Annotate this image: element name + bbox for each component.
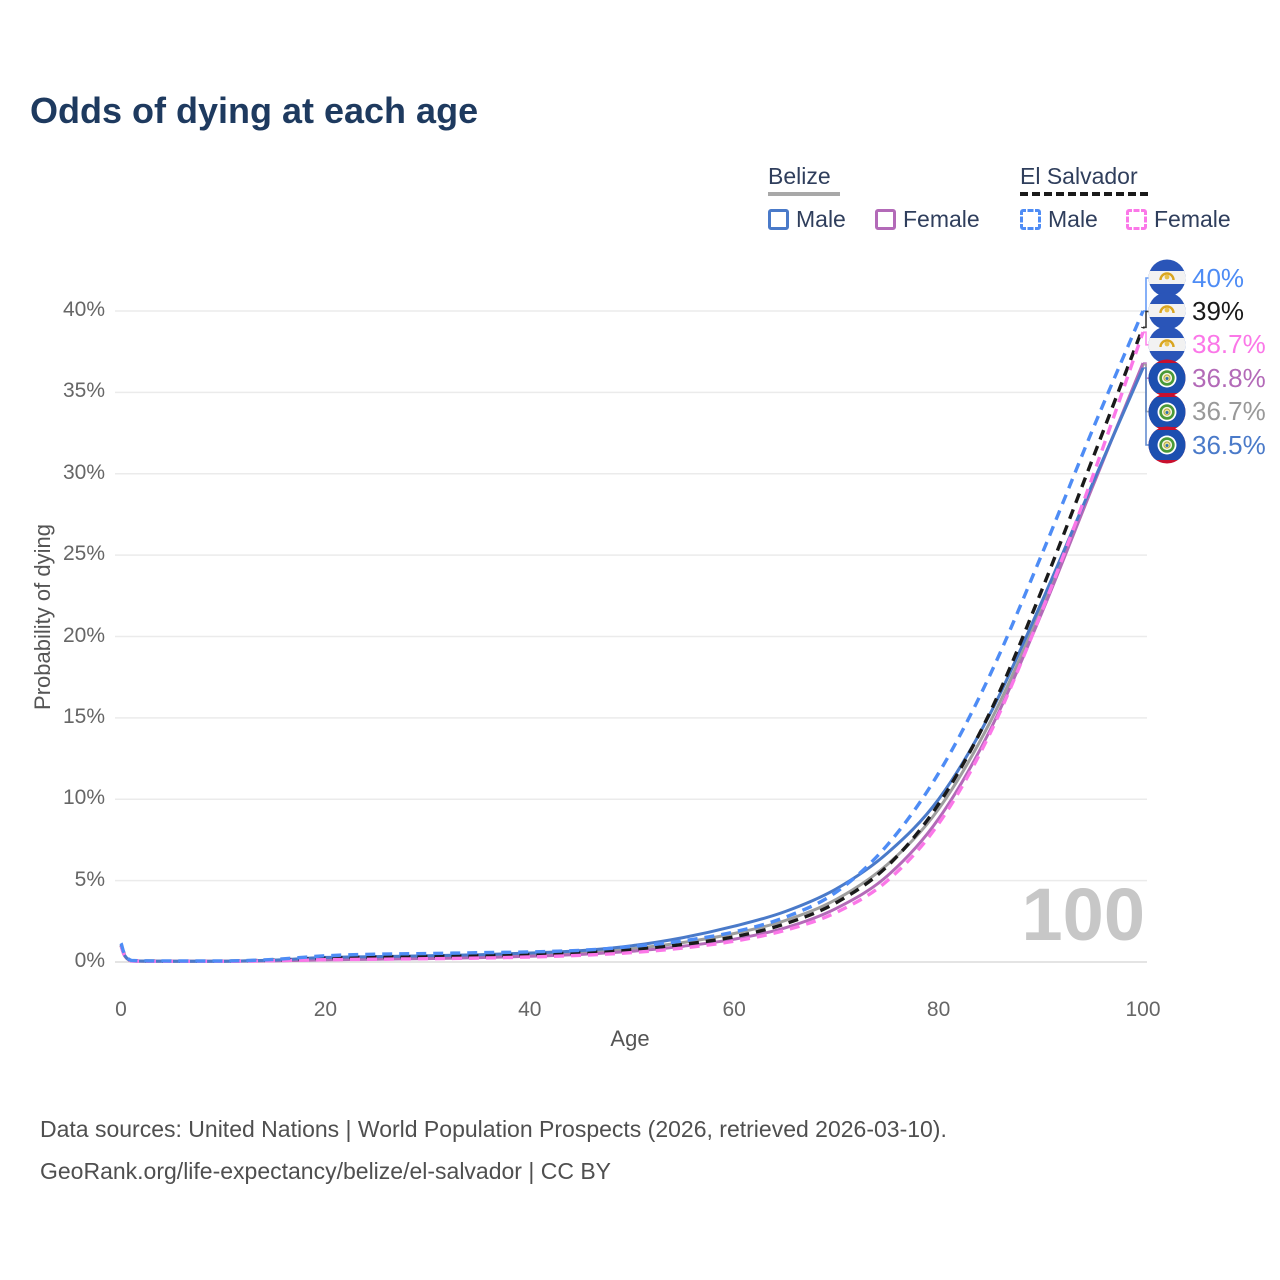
legend-belize-line-swatch [768,192,840,196]
x-tick-label: 40 [518,998,542,1021]
y-tick-label: 15% [62,704,105,728]
legend-label: Male [796,206,846,232]
y-tick-label: 40% [62,298,105,321]
series-line [119,310,1145,963]
end-label-row: 39% [1148,292,1244,330]
belize-flag-icon [1148,393,1186,431]
end-label-value: 36.7% [1192,396,1266,427]
end-label-row: 36.7% [1148,393,1266,431]
legend-item-el-salvador-female[interactable]: Female [1126,206,1231,233]
series-line [119,331,1145,963]
legend-label: Female [903,206,980,232]
legend-item-belize-male[interactable]: Male [768,206,846,233]
el-salvador-female-swatch-icon [1126,209,1147,230]
belize-flag-icon [1148,426,1186,464]
y-tick-label: 20% [62,623,105,647]
x-tick-label: 20 [313,998,338,1021]
x-tick-label: 80 [926,998,951,1021]
end-label-row: 36.5% [1148,426,1266,464]
belize-flag-icon [1148,359,1186,397]
legend-label: Female [1154,206,1231,232]
y-tick-label: 10% [62,786,105,810]
end-label-value: 36.8% [1192,362,1266,393]
y-tick-label: 0% [74,949,105,972]
legend-label: Male [1048,206,1098,232]
belize-male-swatch-icon [768,209,789,230]
end-label-value: 39% [1192,295,1245,326]
x-tick-label: 0 [115,998,127,1021]
legend-group-el-salvador-title: El Salvador [1020,163,1138,189]
y-tick-label: 30% [62,460,105,484]
end-label-value: 36.5% [1192,429,1266,460]
end-label-row: 36.8% [1148,359,1266,397]
legend-item-belize-female[interactable]: Female [875,206,980,233]
belize-female-swatch-icon [875,209,896,230]
end-label-row: 38.7% [1148,326,1266,364]
attribution-note: GeoRank.org/life-expectancy/belize/el-sa… [40,1158,612,1184]
data-source-note: Data sources: United Nations | World Pop… [40,1116,947,1142]
series-line [119,367,1145,963]
el-salvador-flag-icon [1148,292,1186,330]
series-line [119,364,1145,963]
legend-group-belize-title: Belize [768,163,831,189]
x-tick-label: 100 [1125,998,1161,1021]
x-axis-title: Age [610,1026,650,1051]
el-salvador-flag-icon [1148,326,1186,364]
footer: Data sources: United Nations | World Pop… [40,1108,947,1192]
legend-el-salvador-line-swatch [1020,192,1148,196]
y-tick-label: 25% [62,542,105,566]
series-line [119,326,1145,963]
age-watermark: 100 [1021,873,1145,956]
legend-item-el-salvador-male[interactable]: Male [1020,206,1098,233]
y-tick-label: 35% [62,379,105,403]
page-title: Odds of dying at each age [30,90,479,131]
series-line [119,362,1145,963]
end-label-row: 40% [1148,259,1244,297]
y-tick-label: 5% [74,867,105,891]
el-salvador-flag-icon [1148,259,1186,297]
x-tick-label: 60 [722,998,746,1021]
el-salvador-male-swatch-icon [1020,209,1041,230]
end-label-value: 40% [1192,262,1245,293]
y-axis-title: Probability of dying [30,524,55,710]
end-label-value: 38.7% [1192,329,1266,360]
